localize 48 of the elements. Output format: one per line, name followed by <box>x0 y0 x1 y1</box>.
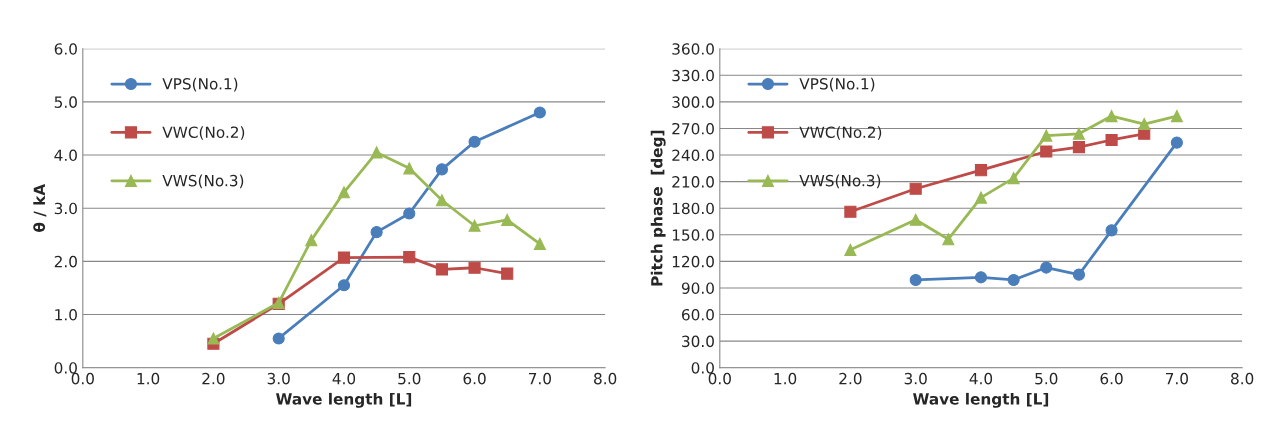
y-tick-label: 330.0 <box>672 69 714 82</box>
y-tick-label: 1.0 <box>55 309 77 321</box>
x-tick-label: 8.0 <box>1231 372 1254 385</box>
y-tick-label: 150.0 <box>672 229 714 241</box>
y-tick-label: 60.0 <box>682 309 714 321</box>
y-tick-label: 0.0 <box>691 362 714 374</box>
legend-label: VPS(No.1) <box>799 77 875 92</box>
x-tick-label: 4.0 <box>969 372 993 385</box>
y-tick-label: 120.0 <box>672 255 714 268</box>
x-tick-label: 7.0 <box>528 372 551 385</box>
x-tick-label: 6.0 <box>463 372 486 385</box>
legend-label: VWC(No.2) <box>799 126 882 140</box>
x-tick-label: 8.0 <box>594 372 617 385</box>
y-tick-label: 300.0 <box>672 96 714 108</box>
y-tick-label: 180.0 <box>672 202 714 215</box>
y-tick-label: 30.0 <box>682 335 714 348</box>
y-tick-label: 210.0 <box>672 176 714 188</box>
y-axis-title: Pitch phase [deg] <box>650 130 666 286</box>
y-tick-label: 6.0 <box>54 43 77 55</box>
x-tick-label: 2.0 <box>202 372 225 385</box>
x-axis-title: Wave length [L] <box>913 392 1049 408</box>
x-tick-label: 3.0 <box>904 372 927 385</box>
y-tick-label: 0.0 <box>54 362 77 374</box>
x-axis-title: Wave length [L] <box>276 392 412 408</box>
y-tick-label: 240.0 <box>672 149 714 162</box>
y-tick-label: 4.0 <box>54 149 77 162</box>
x-tick-label: 4.0 <box>332 372 356 385</box>
x-tick-label: 6.0 <box>1100 372 1123 385</box>
x-tick-label: 2.0 <box>839 372 862 385</box>
y-tick-label: 3.0 <box>54 202 77 215</box>
x-tick-label: 5.0 <box>398 372 421 385</box>
legend-label: VWS(No.3) <box>162 174 244 189</box>
x-tick-label: 5.0 <box>1035 372 1058 385</box>
x-tick-label: 1.0 <box>137 372 160 385</box>
y-tick-label: 360.0 <box>672 43 714 55</box>
y-axis-title: θ / kA <box>33 183 47 232</box>
y-tick-label: 270.0 <box>672 122 714 135</box>
x-tick-label: 0.0 <box>708 372 731 385</box>
legend-label: VWS(No.3) <box>799 174 881 189</box>
x-tick-label: 3.0 <box>267 372 290 385</box>
y-tick-label: 90.0 <box>681 282 714 294</box>
legend-label: VWC(No.2) <box>162 126 245 140</box>
legend-label: VPS(No.1) <box>162 77 238 92</box>
x-tick-label: 0.0 <box>71 372 94 385</box>
x-tick-label: 1.0 <box>774 372 797 385</box>
y-tick-label: 5.0 <box>54 96 77 108</box>
x-tick-label: 7.0 <box>1165 372 1188 385</box>
y-tick-label: 2.0 <box>54 255 77 268</box>
